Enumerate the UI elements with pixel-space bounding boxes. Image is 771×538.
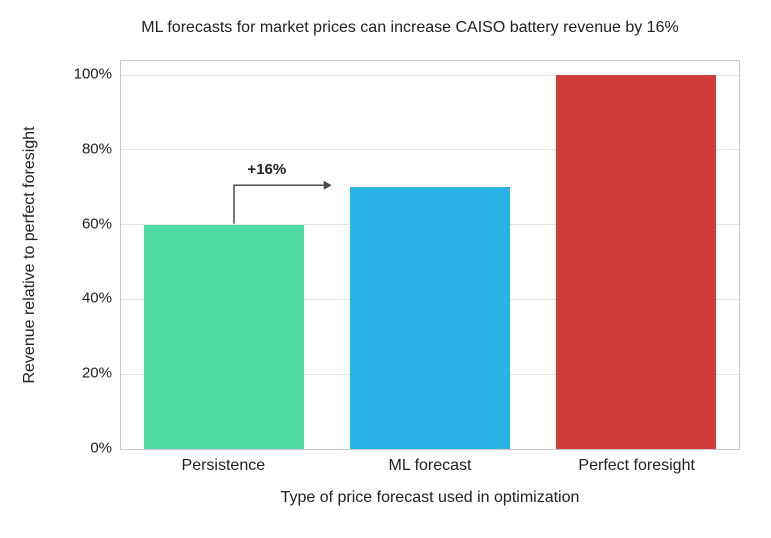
y-tick-label: 20% <box>81 364 112 382</box>
y-tick-label: 80% <box>81 140 112 158</box>
chart-title: ML forecasts for market prices can incre… <box>141 19 679 36</box>
x-category-label: ML forecast <box>388 457 472 474</box>
bar-persistence <box>143 224 305 449</box>
gridline <box>121 74 739 76</box>
plot-area: +16% <box>120 60 740 450</box>
gridline <box>121 149 739 151</box>
y-tick-label: 60% <box>81 215 112 233</box>
y-tick-label: 0% <box>90 439 112 457</box>
annotation-label: +16% <box>247 161 287 179</box>
y-axis-tick-labels: 0% 20% 40% 60% 80% 100% <box>58 60 112 457</box>
y-axis-title: Revenue relative to perfect foresight <box>21 126 38 384</box>
y-tick-label: 40% <box>81 289 112 307</box>
bar-ml-forecast <box>349 187 511 449</box>
bars <box>121 61 739 449</box>
y-tick-label: 100% <box>73 65 112 83</box>
x-category-label: Perfect foresight <box>578 457 695 474</box>
bar-perfect-foresight <box>555 75 717 449</box>
x-axis-tick-labels: Persistence ML forecast Perfect foresight <box>120 457 740 475</box>
x-axis-title: Type of price forecast used in optimizat… <box>280 489 580 506</box>
x-category-label: Persistence <box>181 457 266 474</box>
